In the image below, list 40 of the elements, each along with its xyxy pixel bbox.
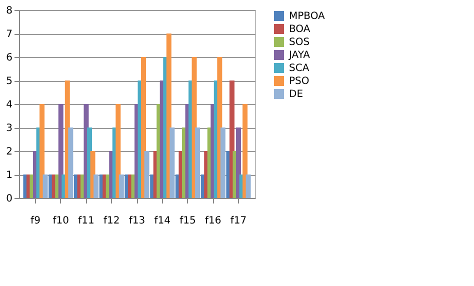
y-tick-label: 2 <box>6 146 12 158</box>
x-tick-label: f17 <box>230 216 247 226</box>
bar <box>236 128 242 198</box>
x-tick-label: f9 <box>30 216 40 226</box>
bar <box>242 104 248 198</box>
y-tick-label: 7 <box>6 29 12 40</box>
legend-label: BOA <box>289 24 310 35</box>
bar <box>141 57 146 198</box>
bar <box>170 128 175 198</box>
bar <box>68 128 74 198</box>
bar <box>40 104 45 198</box>
bar <box>116 104 121 198</box>
bar <box>94 174 99 198</box>
legend-label: DE <box>289 89 304 100</box>
x-tick-label: f10 <box>52 216 69 226</box>
bar <box>144 151 150 198</box>
y-tick-label: 8 <box>6 6 12 16</box>
bar <box>58 104 64 198</box>
legend-label: SCA <box>289 63 310 74</box>
y-tick-label: 4 <box>6 100 12 110</box>
x-tick-label: f11 <box>78 216 94 226</box>
bar <box>118 174 124 198</box>
x-tick-label: f15 <box>180 216 196 226</box>
y-tick-label: 1 <box>6 170 12 181</box>
y-tick-label: 0 <box>6 194 12 204</box>
y-tick-label: 3 <box>6 123 12 134</box>
y-tick-label: 6 <box>6 52 12 64</box>
bar <box>42 174 48 198</box>
bar <box>195 128 200 198</box>
x-tick-label: f12 <box>104 216 120 226</box>
legend-label: PSO <box>289 76 310 87</box>
legend-label: SOS <box>289 37 310 48</box>
legend-label: JAYA <box>288 50 310 61</box>
y-tick-label: 5 <box>6 76 12 87</box>
x-tick-label: f16 <box>205 216 222 226</box>
x-tick-label: f14 <box>154 216 170 226</box>
x-tick-label: f13 <box>128 216 146 226</box>
bar <box>246 174 251 198</box>
legend-label: MPBOA <box>289 11 326 22</box>
bar <box>220 128 226 198</box>
